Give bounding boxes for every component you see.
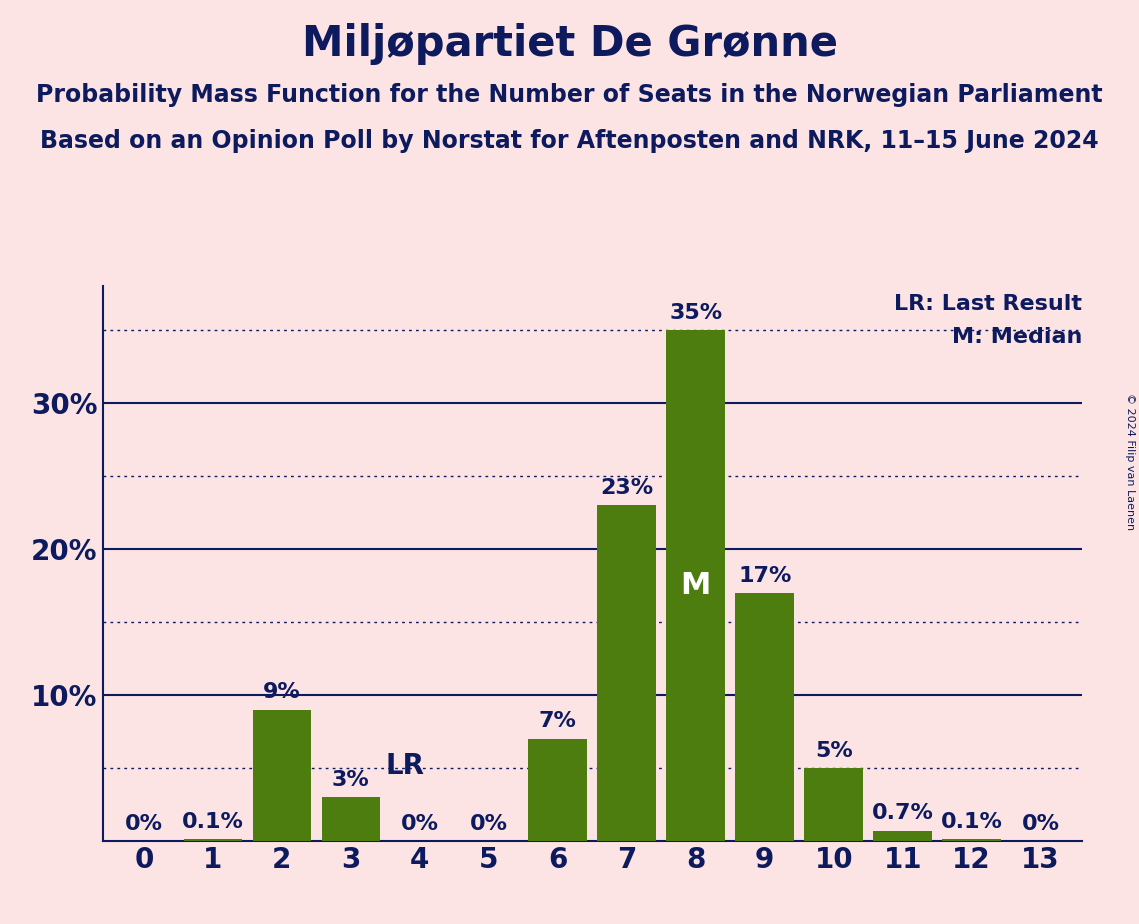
Text: 3%: 3% bbox=[331, 770, 370, 790]
Text: 7%: 7% bbox=[539, 711, 576, 732]
Text: 0.7%: 0.7% bbox=[871, 803, 934, 823]
Bar bbox=[666, 330, 726, 841]
Bar bbox=[253, 710, 311, 841]
Bar bbox=[942, 839, 1001, 841]
Text: Miljøpartiet De Grønne: Miljøpartiet De Grønne bbox=[302, 23, 837, 65]
Text: 9%: 9% bbox=[263, 682, 301, 702]
Text: © 2024 Filip van Laenen: © 2024 Filip van Laenen bbox=[1125, 394, 1134, 530]
Text: 17%: 17% bbox=[738, 565, 792, 586]
Text: 0%: 0% bbox=[125, 813, 163, 833]
Text: M: Median: M: Median bbox=[952, 327, 1082, 347]
Text: 23%: 23% bbox=[600, 478, 654, 498]
Text: 0.1%: 0.1% bbox=[941, 812, 1002, 833]
Text: LR: Last Result: LR: Last Result bbox=[894, 294, 1082, 314]
Bar bbox=[528, 738, 587, 841]
Text: 0.1%: 0.1% bbox=[182, 812, 244, 833]
Bar bbox=[321, 797, 380, 841]
Text: 0%: 0% bbox=[1022, 813, 1059, 833]
Text: 5%: 5% bbox=[814, 741, 853, 760]
Text: Based on an Opinion Poll by Norstat for Aftenposten and NRK, 11–15 June 2024: Based on an Opinion Poll by Norstat for … bbox=[40, 129, 1099, 153]
Text: M: M bbox=[681, 571, 711, 600]
Bar bbox=[598, 505, 656, 841]
Text: 35%: 35% bbox=[670, 303, 722, 322]
Text: 0%: 0% bbox=[401, 813, 439, 833]
Bar bbox=[736, 593, 794, 841]
Text: 0%: 0% bbox=[469, 813, 508, 833]
Bar bbox=[874, 831, 932, 841]
Bar bbox=[183, 839, 243, 841]
Text: Probability Mass Function for the Number of Seats in the Norwegian Parliament: Probability Mass Function for the Number… bbox=[36, 83, 1103, 107]
Text: LR: LR bbox=[385, 751, 425, 780]
Bar bbox=[804, 768, 863, 841]
